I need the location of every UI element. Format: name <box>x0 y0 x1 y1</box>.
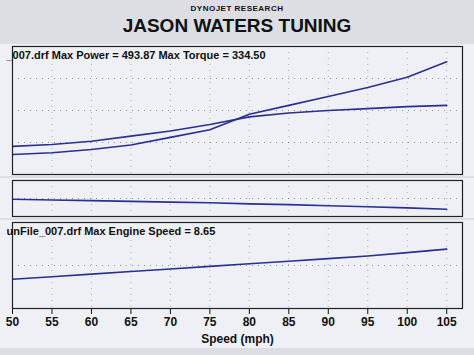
svg-text:_007.drf Max Power = 493.87 Ma: _007.drf Max Power = 493.87 Max Torque =… <box>6 49 266 61</box>
svg-text:85: 85 <box>282 315 296 329</box>
svg-text:55: 55 <box>45 315 59 329</box>
svg-text:70: 70 <box>164 315 178 329</box>
svg-text:50: 50 <box>6 315 20 329</box>
html-text:DYNOJET RESEARCH: DYNOJET RESEARCH <box>190 4 284 13</box>
svg-text:60: 60 <box>85 315 99 329</box>
svg-text:Speed (mph): Speed (mph) <box>201 332 274 346</box>
svg-text:100: 100 <box>397 315 417 329</box>
svg-text:75: 75 <box>203 315 217 329</box>
html-text:JASON WATERS TUNING: JASON WATERS TUNING <box>122 15 352 36</box>
svg-text:90: 90 <box>322 315 336 329</box>
svg-text:105: 105 <box>437 315 457 329</box>
svg-text:80: 80 <box>243 315 257 329</box>
svg-text:95: 95 <box>361 315 375 329</box>
svg-text:unFile_007.drf Max Engine Spee: unFile_007.drf Max Engine Speed = 8.65 <box>7 225 216 237</box>
svg-text:65: 65 <box>124 315 138 329</box>
